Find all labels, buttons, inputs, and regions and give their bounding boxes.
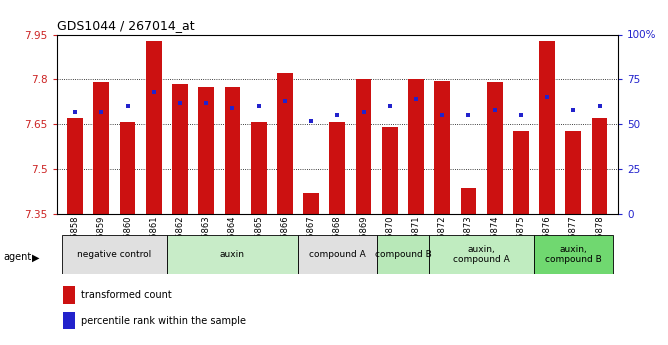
- Text: negative control: negative control: [77, 250, 152, 259]
- Point: [516, 112, 526, 118]
- Point: [253, 104, 264, 109]
- Text: compound A: compound A: [309, 250, 365, 259]
- Bar: [355, 79, 371, 214]
- Point: [463, 112, 474, 118]
- Bar: [198, 87, 214, 214]
- Bar: [120, 122, 136, 214]
- Point: [201, 100, 212, 106]
- Bar: [408, 79, 424, 214]
- Bar: [487, 82, 502, 214]
- Point: [148, 89, 159, 95]
- Bar: [592, 118, 607, 214]
- Point: [227, 105, 238, 111]
- Point: [568, 107, 578, 112]
- Text: GDS1044 / 267014_at: GDS1044 / 267014_at: [57, 19, 194, 32]
- Bar: [146, 41, 162, 214]
- Text: transformed count: transformed count: [81, 290, 172, 300]
- Bar: [167, 235, 298, 274]
- Bar: [172, 84, 188, 214]
- Bar: [62, 235, 167, 274]
- Point: [306, 118, 317, 124]
- Text: agent: agent: [3, 252, 31, 262]
- Point: [490, 107, 500, 112]
- Bar: [224, 87, 240, 214]
- Bar: [382, 127, 397, 214]
- Point: [411, 96, 422, 102]
- Point: [122, 104, 133, 109]
- Bar: [303, 193, 319, 214]
- Bar: [460, 188, 476, 214]
- Bar: [277, 73, 293, 214]
- Text: compound B: compound B: [375, 250, 432, 259]
- Bar: [539, 41, 555, 214]
- Bar: [513, 131, 529, 214]
- Text: auxin,
compound A: auxin, compound A: [453, 245, 510, 264]
- Bar: [250, 122, 267, 214]
- Bar: [429, 235, 534, 274]
- Point: [358, 109, 369, 115]
- Bar: [377, 235, 429, 274]
- Bar: [67, 118, 83, 214]
- Bar: [298, 235, 377, 274]
- Point: [332, 112, 343, 118]
- Point: [96, 109, 107, 115]
- Point: [437, 112, 448, 118]
- Text: percentile rank within the sample: percentile rank within the sample: [81, 316, 246, 326]
- Text: auxin,
compound B: auxin, compound B: [545, 245, 602, 264]
- Point: [595, 104, 605, 109]
- Point: [69, 109, 80, 115]
- Bar: [534, 235, 613, 274]
- Bar: [94, 82, 110, 214]
- Text: auxin: auxin: [220, 250, 245, 259]
- Point: [279, 98, 290, 104]
- Point: [174, 100, 185, 106]
- Text: ▶: ▶: [32, 253, 39, 263]
- Point: [542, 95, 552, 100]
- Point: [385, 104, 395, 109]
- Bar: [565, 131, 581, 214]
- Bar: [329, 122, 345, 214]
- Bar: [434, 81, 450, 214]
